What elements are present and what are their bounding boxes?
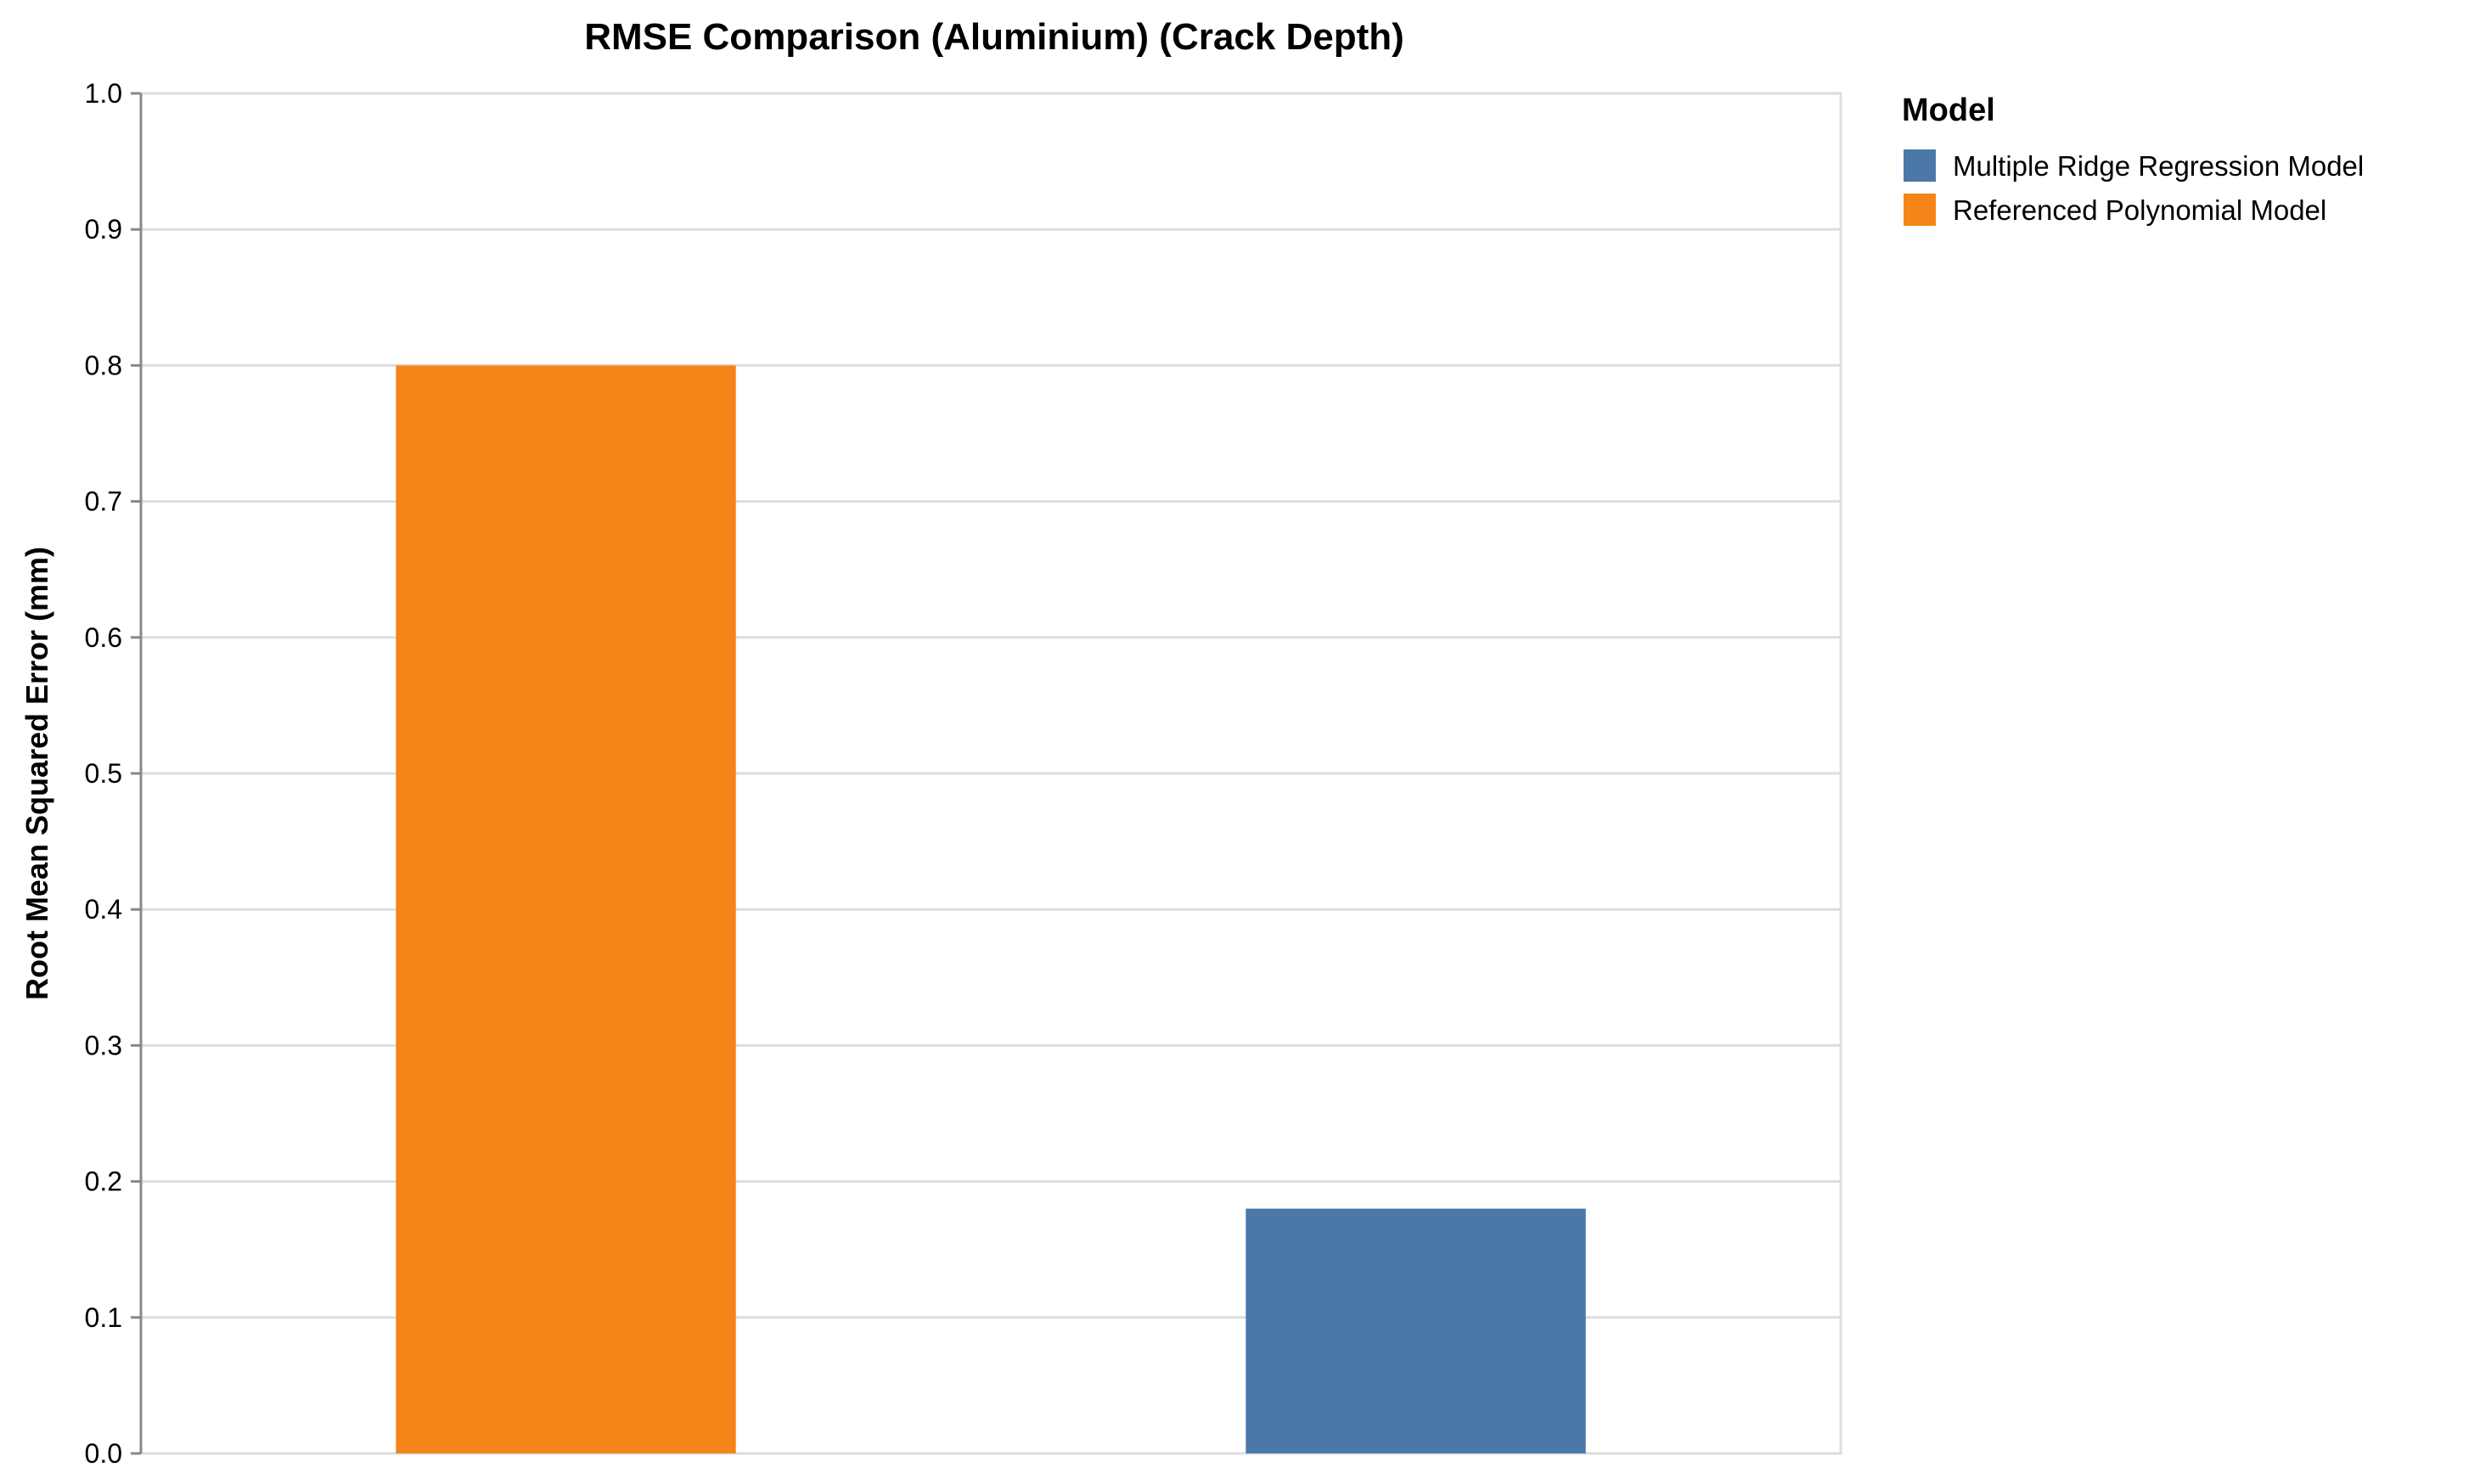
y-tick-label: 1.0 (85, 78, 122, 109)
y-tick-label: 0.1 (85, 1302, 122, 1333)
y-tick-label: 0.2 (85, 1166, 122, 1197)
y-tick-label: 0.3 (85, 1030, 122, 1060)
legend-label: Multiple Ridge Regression Model (1953, 150, 2364, 182)
y-axis-title: Root Mean Squared Error (mm) (20, 547, 54, 1000)
bars (396, 365, 1586, 1453)
y-tick-label: 0.9 (85, 214, 122, 245)
legend-items: Multiple Ridge Regression Model Reference… (1904, 149, 2364, 226)
y-tick-label: 0.4 (85, 894, 122, 925)
y-tick-label: 0.0 (85, 1438, 122, 1469)
y-tick-label: 0.6 (85, 622, 122, 653)
y-axis-ticks: 0.0 0.1 0.2 0.3 0.4 0.5 0.6 0.7 0.8 0.9 1.0 (85, 78, 141, 1469)
y-tick-label: 0.8 (85, 350, 122, 380)
legend-swatch (1904, 149, 1936, 182)
bar (396, 365, 736, 1453)
legend: Model Multiple Ridge Regression Model Ref… (1902, 93, 2364, 226)
legend-title: Model (1902, 93, 1995, 128)
chart-title: RMSE Comparison (Aluminium) (Crack Depth… (584, 16, 1404, 58)
legend-label: Referenced Polynomial Model (1953, 194, 2326, 226)
bar (1246, 1208, 1586, 1453)
y-tick-label: 0.5 (85, 758, 122, 789)
legend-swatch (1904, 194, 1936, 226)
y-tick-label: 0.7 (85, 486, 122, 517)
